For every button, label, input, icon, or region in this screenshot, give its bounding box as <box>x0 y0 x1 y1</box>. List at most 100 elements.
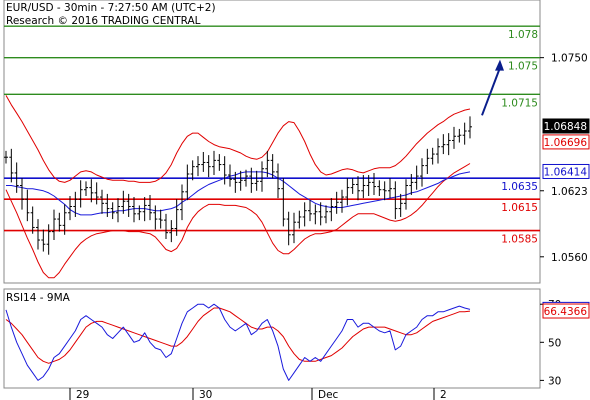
price-bar <box>41 229 46 252</box>
price-bar <box>4 150 8 164</box>
time-tick-label: Dec <box>318 389 339 400</box>
ma-line <box>6 171 471 216</box>
level-label-4: 1.0615 <box>501 202 538 214</box>
price-bar <box>164 213 168 239</box>
price-bar <box>180 184 184 221</box>
price-bar <box>457 128 462 143</box>
moving-average <box>6 171 471 216</box>
price-tags: 1.06848 1.06696 1.06414 <box>542 118 590 179</box>
price-tag-0-box <box>542 118 590 134</box>
price-bar <box>233 171 238 193</box>
price-bar <box>318 202 323 226</box>
rsi-lines <box>5 303 471 381</box>
price-bar <box>110 202 115 220</box>
price-bar <box>126 193 131 217</box>
price-bar <box>265 150 270 178</box>
price-bar <box>201 151 206 172</box>
price-bar <box>158 209 163 229</box>
price-bar <box>78 180 83 208</box>
price-tag-1-box <box>542 134 590 150</box>
price-bar <box>185 164 190 201</box>
rsi-line <box>5 303 471 381</box>
price-bar <box>414 165 419 190</box>
price-levels: 1.078 1.075 1.0715 1.0635 1.0615 1.0585 <box>4 25 540 246</box>
price-bar <box>52 209 56 241</box>
price-bar <box>270 154 275 179</box>
price-bar <box>174 199 179 236</box>
band-upper <box>5 95 471 183</box>
rsi-panel-title: RSI14 - 9MA <box>6 292 71 304</box>
price-bar <box>334 191 339 214</box>
price-panel-frame <box>3 0 541 284</box>
price-bar <box>212 150 216 176</box>
price-bar <box>446 133 451 156</box>
price-tick-label: 1.0750 <box>551 53 588 65</box>
price-bar <box>244 169 248 187</box>
price-bar <box>73 191 78 217</box>
price-bar <box>36 219 40 250</box>
price-bar <box>308 200 312 222</box>
price-tag-2-box <box>542 163 590 179</box>
price-bar <box>329 198 334 222</box>
price-bar <box>350 178 355 194</box>
price-bar <box>404 179 408 210</box>
price-bar <box>228 164 232 187</box>
price-bar <box>190 160 195 181</box>
level-label-3: 1.0635 <box>501 181 538 193</box>
price-bar <box>25 189 30 222</box>
price-bar <box>116 198 120 223</box>
price-tick-label: 1.0623 <box>551 186 588 198</box>
time-tick-label: 2 <box>440 389 447 400</box>
price-bar <box>398 193 403 217</box>
price-tick-label: 1.0560 <box>551 252 588 264</box>
price-bar <box>313 204 318 225</box>
bollinger-bands <box>5 95 471 279</box>
price-bar <box>345 178 350 206</box>
forecast-arrow <box>481 59 504 116</box>
price-bar <box>366 175 371 197</box>
time-tick-label: 30 <box>199 389 212 400</box>
price-bar <box>388 178 392 199</box>
level-label-5: 1.0585 <box>501 234 538 246</box>
price-tag-2-text: 1.06414 <box>544 166 588 178</box>
price-bar <box>377 180 382 197</box>
price-bar <box>249 167 254 193</box>
price-bar <box>238 170 243 191</box>
price-bar <box>361 175 366 199</box>
rsi-panel-frame <box>3 288 541 389</box>
price-bar <box>30 206 35 234</box>
price-bar <box>425 148 430 174</box>
rsi-tick-label: 30 <box>548 375 561 387</box>
price-bar <box>297 210 302 229</box>
price-bar <box>20 178 24 210</box>
price-bar <box>89 179 94 203</box>
price-bar <box>68 196 72 221</box>
price-bar <box>276 163 280 199</box>
price-bar <box>452 126 456 149</box>
price-bar <box>372 172 376 195</box>
price-bar <box>340 189 344 213</box>
price-bar <box>169 220 174 243</box>
price-bar <box>436 138 440 164</box>
price-bar <box>292 212 296 244</box>
chart-header-credit: Research © 2016 TRADING CENTRAL <box>6 15 201 27</box>
forecast-arrow-shaft <box>481 67 501 116</box>
price-bar <box>84 181 88 197</box>
price-bar <box>409 173 414 195</box>
price-bar <box>281 178 286 227</box>
price-tag-0-text: 1.06848 <box>544 121 587 133</box>
price-tag-1-text: 1.06696 <box>544 137 588 149</box>
price-bar <box>420 158 424 187</box>
rsi-ma-line <box>5 307 471 364</box>
price-bar <box>105 193 110 217</box>
price-bar <box>260 161 264 192</box>
price-bar <box>132 197 136 223</box>
price-bar <box>46 224 51 255</box>
price-bar <box>468 116 472 139</box>
price-bar <box>121 190 126 214</box>
price-bar <box>57 212 62 232</box>
level-label-1: 1.075 <box>508 61 538 73</box>
price-bar <box>382 181 387 201</box>
